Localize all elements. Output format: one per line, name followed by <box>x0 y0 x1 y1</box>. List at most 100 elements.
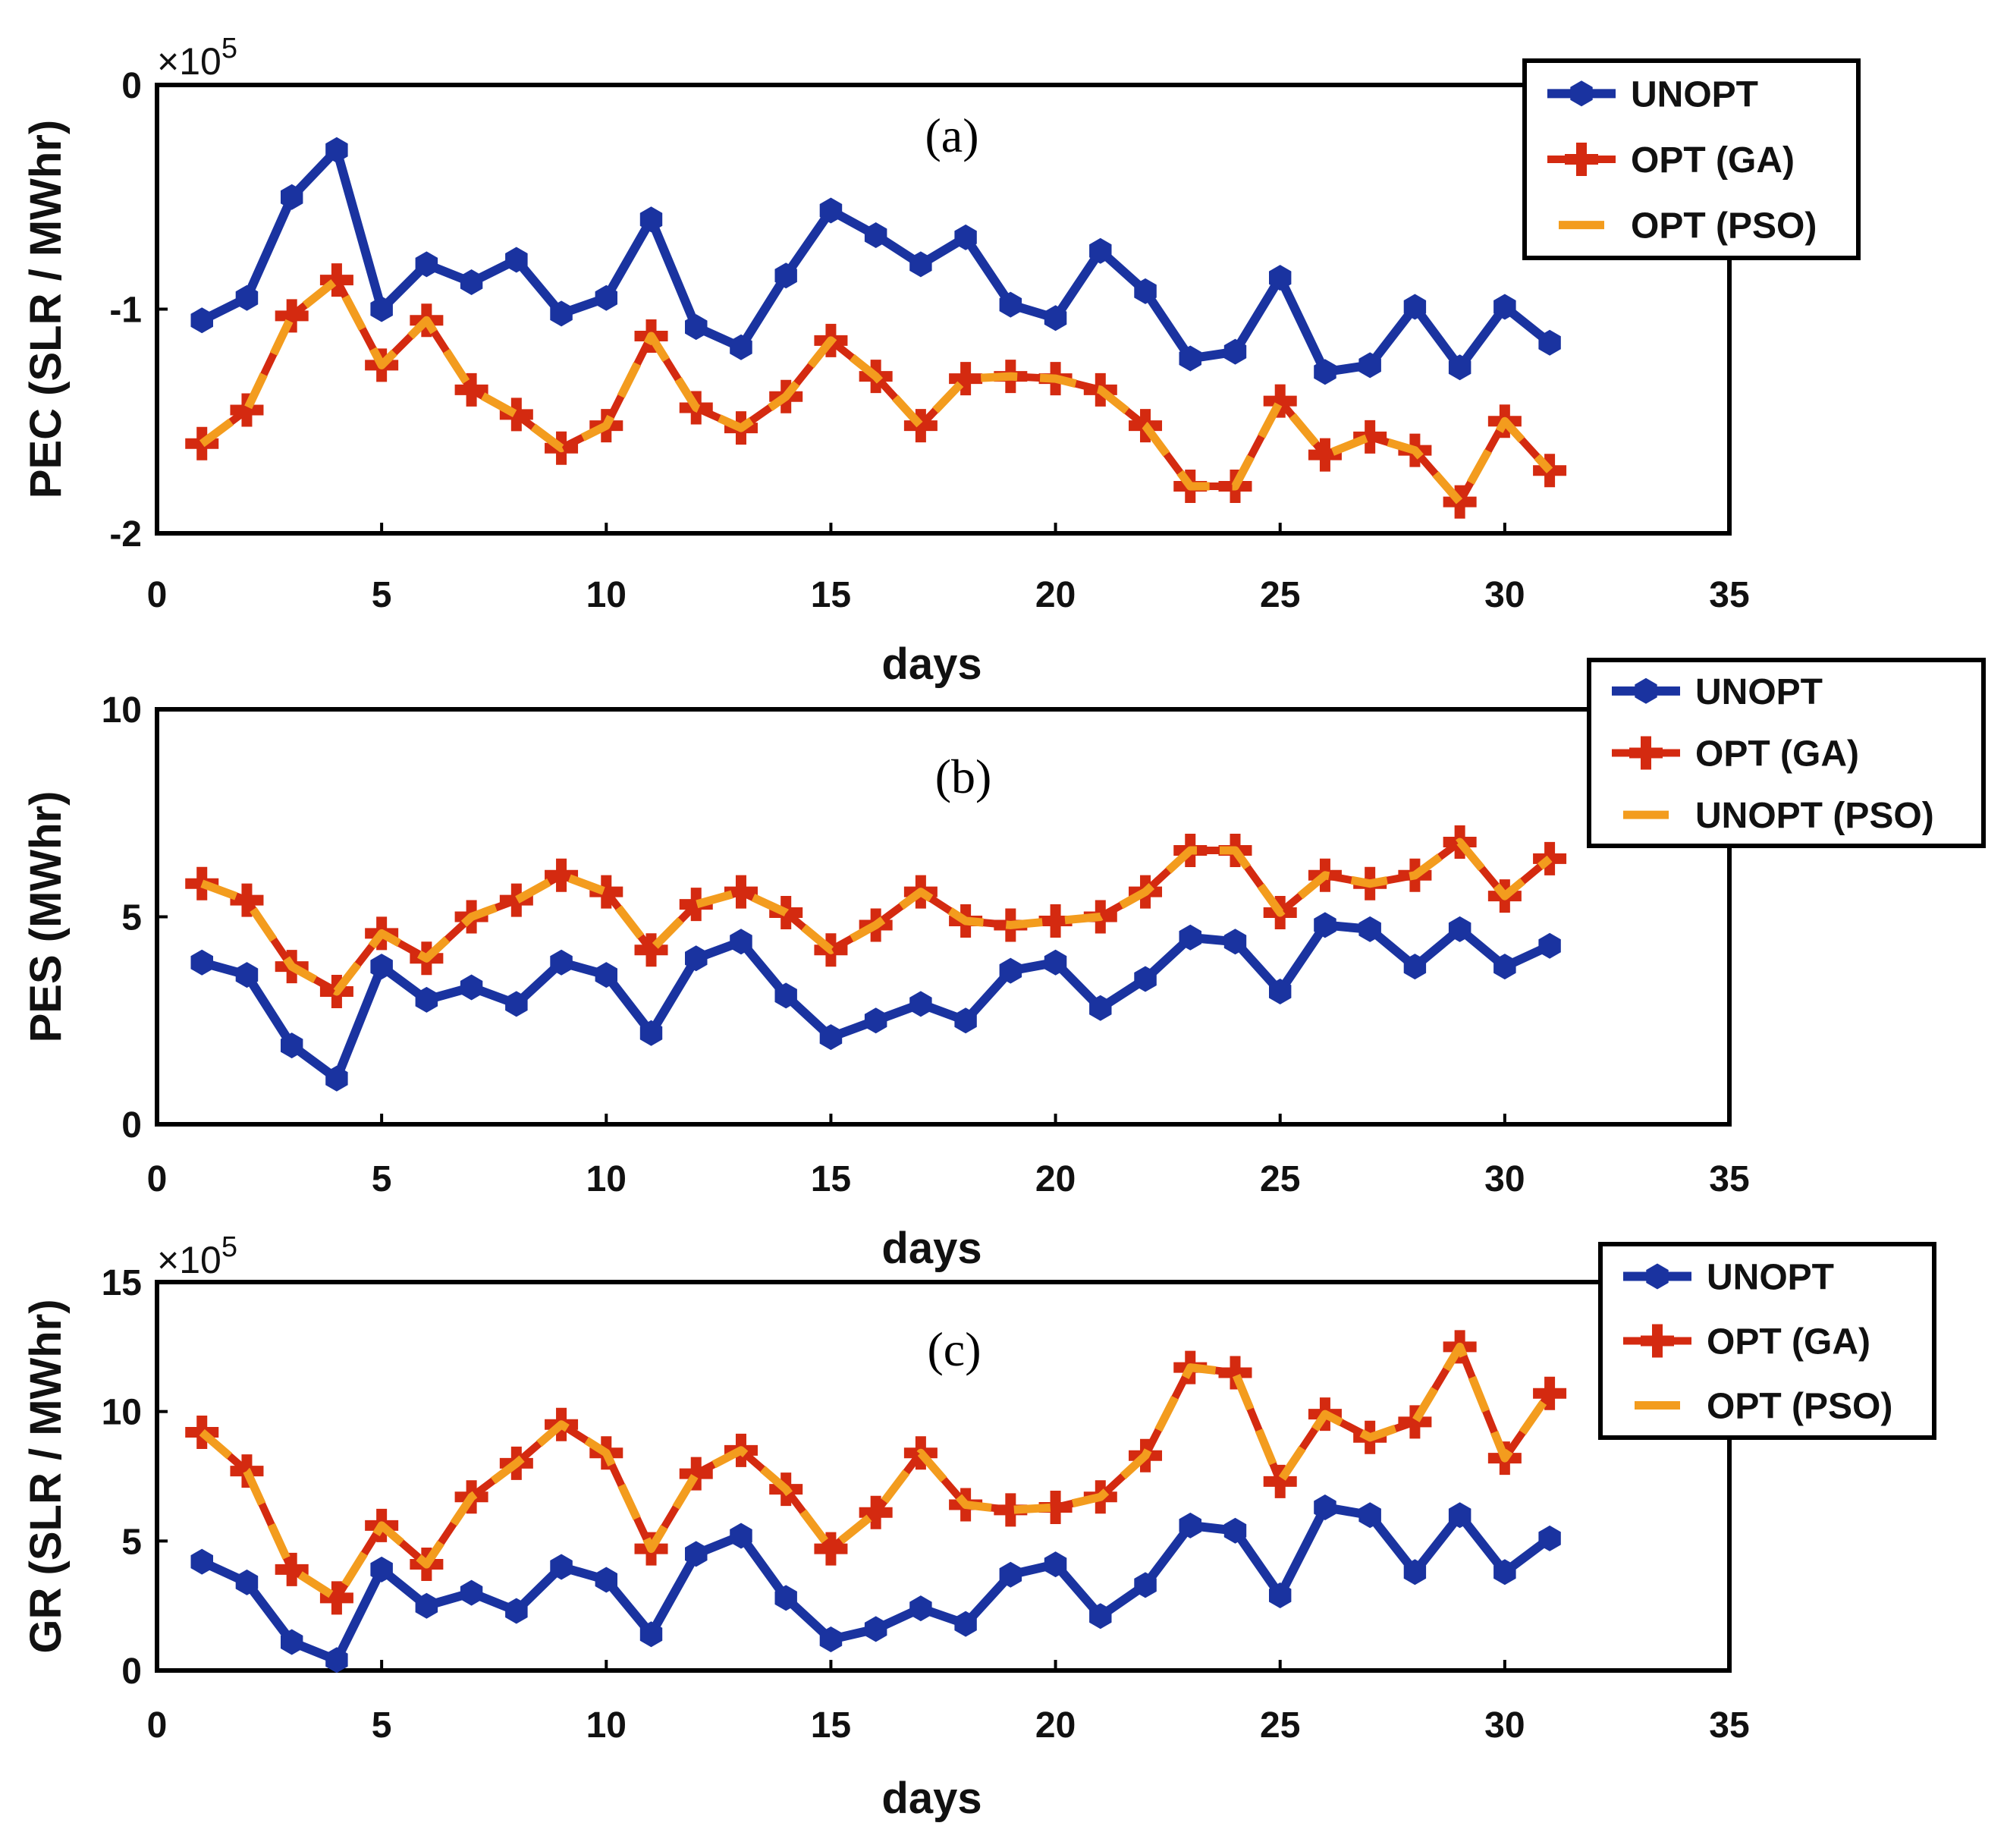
y-tick-label: 0 <box>121 1105 142 1146</box>
data-point-ga <box>1533 1376 1567 1410</box>
x-tick-label: 0 <box>147 575 168 615</box>
legend-marker-unopt <box>1570 80 1593 107</box>
data-point-unopt <box>595 962 617 988</box>
data-point-unopt <box>819 1626 843 1652</box>
data-point-unopt <box>1493 1559 1516 1586</box>
data-point-unopt <box>1403 294 1427 320</box>
x-tick-label: 35 <box>1709 575 1749 615</box>
data-point-unopt <box>505 247 528 273</box>
x-tick-label: 30 <box>1484 1705 1525 1746</box>
data-point-unopt <box>1538 932 1561 959</box>
data-point-unopt <box>639 206 663 233</box>
panel-label: (b) <box>935 750 992 803</box>
data-point-ga <box>724 875 758 909</box>
data-point-ga <box>1038 904 1073 938</box>
data-point-unopt <box>370 1556 393 1582</box>
series-line-pso <box>200 838 1553 996</box>
data-point-unopt <box>1223 338 1247 365</box>
data-point-unopt <box>730 929 752 955</box>
data-point-unopt <box>1403 1559 1427 1586</box>
data-point-unopt <box>999 1561 1022 1588</box>
data-point-unopt <box>325 137 348 163</box>
data-point-unopt <box>370 954 393 980</box>
y-tick-label: 0 <box>121 1652 142 1692</box>
data-point-unopt <box>460 269 483 295</box>
x-tick-label: 0 <box>147 1159 168 1199</box>
legend-marker-unopt <box>1635 677 1657 704</box>
data-point-unopt <box>1403 954 1427 980</box>
y-tick-label: -2 <box>109 514 142 555</box>
data-point-unopt <box>1223 929 1247 955</box>
data-point-unopt <box>999 291 1022 318</box>
data-point-unopt <box>1179 345 1201 372</box>
data-point-unopt <box>550 949 573 976</box>
y-axis-label: PEC (SLR / MWhr) <box>21 120 71 498</box>
x-tick-label: 20 <box>1035 575 1076 615</box>
y-tick-label: 5 <box>121 898 142 938</box>
chart-panel-3: 0 5 10 15 20 25 30 35 15 10 5 0 days GR (SLR / MWhr) ×… <box>21 1231 1936 1823</box>
data-point-unopt <box>190 949 213 976</box>
data-point-unopt <box>1493 954 1516 980</box>
data-point-unopt <box>281 1032 303 1059</box>
data-point-unopt <box>1314 359 1336 385</box>
data-point-ga <box>275 1552 309 1586</box>
data-point-unopt <box>909 1595 932 1622</box>
legend-label: UNOPT <box>1707 1258 1834 1298</box>
x-tick-label: 15 <box>811 575 851 615</box>
x-tick-label: 15 <box>811 1159 851 1199</box>
series-line-pso <box>199 275 1553 507</box>
data-point-ga <box>1443 485 1477 519</box>
data-point-unopt <box>1044 305 1067 332</box>
data-point-unopt <box>1089 995 1112 1021</box>
data-point-unopt <box>1269 1582 1292 1608</box>
data-point-ga <box>634 933 668 967</box>
data-point-unopt <box>595 1567 617 1593</box>
data-point-ga <box>903 409 938 443</box>
data-point-unopt <box>909 991 932 1017</box>
data-point-unopt <box>909 251 932 278</box>
data-point-unopt <box>639 1621 663 1648</box>
data-point-unopt <box>1089 237 1112 264</box>
data-point-unopt <box>1358 1502 1381 1529</box>
axis-exponent: ×105 <box>157 33 237 83</box>
y-tick-label: 10 <box>102 1393 142 1433</box>
data-point-ga <box>319 1581 353 1615</box>
data-point-unopt <box>1538 1525 1561 1551</box>
data-point-unopt <box>774 1585 797 1611</box>
legend: UNOPT OPT (GA) OPT (PSO) <box>1598 1242 1936 1440</box>
legend: UNOPT OPT (GA) OPT (PSO) <box>1522 58 1861 260</box>
legend-marker-unopt <box>1646 1263 1669 1290</box>
data-point-unopt <box>1044 1551 1067 1578</box>
data-point-unopt <box>1044 949 1067 976</box>
data-point-unopt <box>190 307 213 334</box>
data-point-unopt <box>1448 354 1471 381</box>
data-point-unopt <box>730 334 752 360</box>
chart-panel-2: 0 5 10 15 20 25 30 35 10 5 0 days PES (MWhr) (b) UNOPT… <box>21 658 1986 1273</box>
x-tick-label: 25 <box>1260 1705 1300 1746</box>
data-point-unopt <box>864 1616 887 1642</box>
data-point-unopt <box>1314 912 1336 938</box>
data-point-unopt <box>190 1548 213 1575</box>
data-point-unopt <box>1493 294 1516 320</box>
y-tick-label: -1 <box>109 291 142 331</box>
y-tick-label: 5 <box>121 1522 142 1562</box>
data-point-unopt <box>1448 916 1471 942</box>
x-tick-label: 35 <box>1709 1159 1749 1199</box>
data-point-unopt <box>730 1523 752 1549</box>
data-point-unopt <box>235 962 259 988</box>
data-point-unopt <box>1223 1517 1247 1544</box>
data-point-unopt <box>1134 278 1157 304</box>
data-point-ga <box>454 372 488 407</box>
x-tick-label: 20 <box>1035 1159 1076 1199</box>
x-tick-label: 10 <box>586 1705 627 1746</box>
data-point-unopt <box>685 314 708 341</box>
x-axis-label: days <box>881 1224 982 1273</box>
x-tick-label: 30 <box>1484 575 1525 615</box>
x-tick-label: 5 <box>372 575 392 615</box>
data-point-unopt <box>954 1007 977 1034</box>
data-point-ga <box>859 1495 893 1529</box>
y-tick-label: 15 <box>102 1263 142 1303</box>
plot-frame <box>155 1280 1732 1673</box>
data-point-unopt <box>325 1065 348 1092</box>
data-point-unopt <box>550 1554 573 1580</box>
